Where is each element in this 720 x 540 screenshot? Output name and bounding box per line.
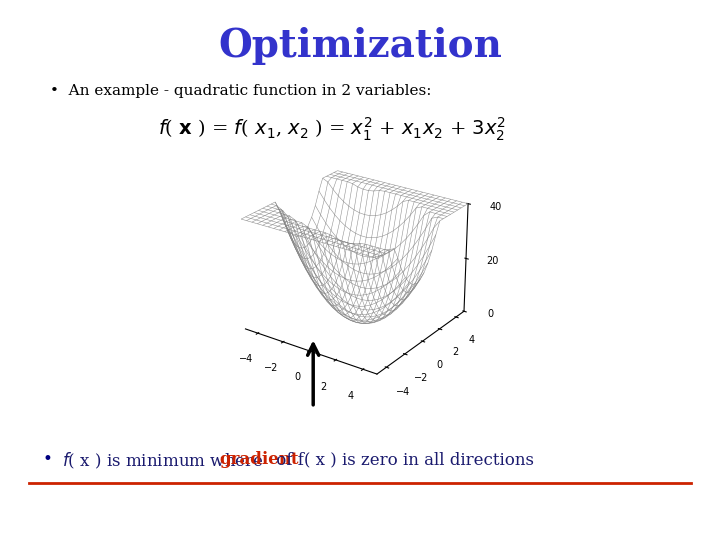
Text: gradient: gradient (219, 451, 298, 468)
Text: •: • (43, 451, 63, 468)
Text: $f$( $\mathbf{x}$ ) = $f$( $x_1$, $x_2$ ) = $x_1^2$ + $x_1 x_2$ + $3x_2^2$: $f$( $\mathbf{x}$ ) = $f$( $x_1$, $x_2$ … (158, 116, 506, 144)
Text: of f( x ) is zero in all directions: of f( x ) is zero in all directions (271, 451, 534, 468)
Text: •  An example - quadratic function in 2 variables:: • An example - quadratic function in 2 v… (50, 84, 432, 98)
Text: $f$( x ) is minimum where: $f$( x ) is minimum where (62, 451, 264, 471)
Text: Optimization: Optimization (218, 27, 502, 65)
